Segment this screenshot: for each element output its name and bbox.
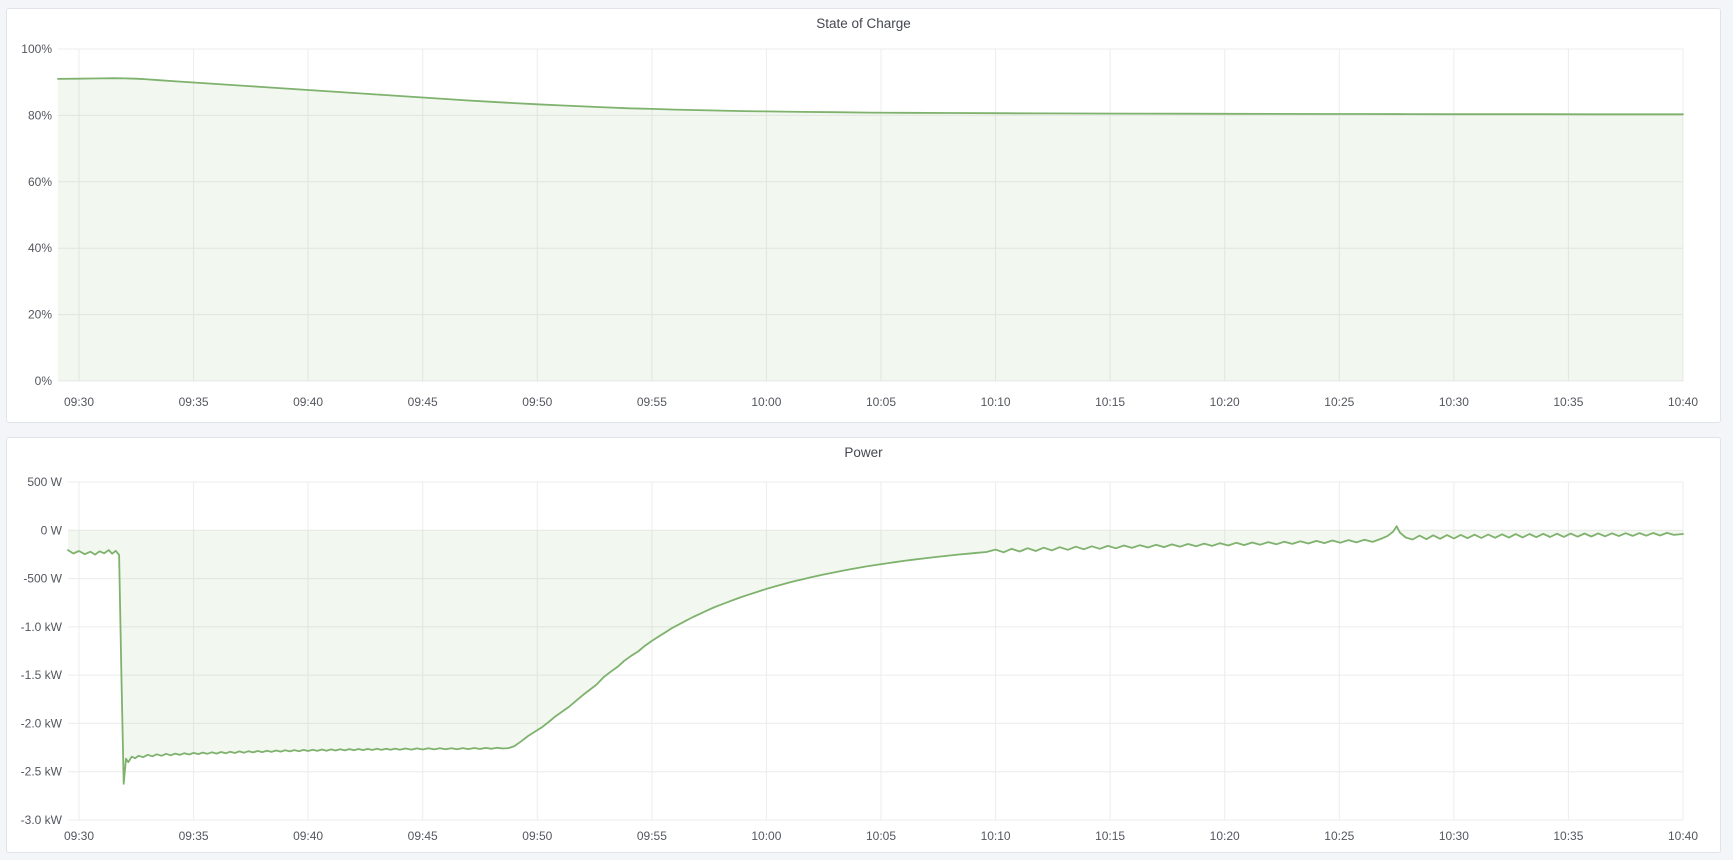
x-tick-label: 09:55 [637, 829, 667, 843]
x-tick-label: 10:40 [1668, 829, 1698, 843]
y-tick-label: 100% [21, 42, 52, 56]
x-tick-label: 10:20 [1210, 829, 1240, 843]
x-tick-label: 10:00 [751, 395, 781, 409]
x-tick-label: 10:10 [981, 829, 1011, 843]
x-tick-label: 10:10 [981, 395, 1011, 409]
panel-title-power[interactable]: Power [844, 444, 883, 460]
x-tick-label: 10:05 [866, 829, 896, 843]
x-tick-label: 09:50 [522, 395, 552, 409]
x-tick-label: 10:05 [866, 395, 896, 409]
y-tick-label: 80% [28, 108, 52, 122]
x-tick-label: 09:35 [179, 829, 209, 843]
x-tick-label: 09:45 [408, 395, 438, 409]
y-tick-label: 60% [28, 175, 52, 189]
power-chart-canvas[interactable]: 500 W 0 W -500 W -1.0 kW -1.5 kW -2.0 kW -2.5 … [7, 466, 1720, 852]
x-tick-label: 09:30 [64, 395, 94, 409]
x-tick-label: 10:20 [1210, 395, 1240, 409]
x-tick-label: 10:15 [1095, 395, 1125, 409]
x-tick-label: 10:30 [1439, 395, 1469, 409]
x-tick-label: 09:30 [64, 829, 94, 843]
y-tick-label: -2.5 kW [21, 765, 63, 779]
y-tick-label: 0 W [41, 523, 63, 537]
x-tick-label: 09:40 [293, 829, 323, 843]
x-tick-label: 09:40 [293, 395, 323, 409]
series-area [68, 526, 1683, 784]
soc-chart-canvas[interactable]: 0% 20% 40% 60% 80% 100% 09:30 09:35 09:40 09:45 09… [7, 37, 1720, 422]
x-tick-label: 09:50 [522, 829, 552, 843]
y-tick-label: -500 W [23, 572, 62, 586]
x-tick-label: 10:15 [1095, 829, 1125, 843]
y-tick-label: -3.0 kW [21, 813, 63, 827]
series-line [67, 525, 1684, 785]
x-tick-label: 10:40 [1668, 395, 1698, 409]
x-tick-label: 10:35 [1553, 395, 1583, 409]
y-tick-label: 40% [28, 241, 52, 255]
panel-power: Power 500 W 0 W -500 W -1.0 kW -1.5 kW -2.0 k… [6, 437, 1721, 853]
x-tick-label: 09:45 [408, 829, 438, 843]
x-tick-label: 10:25 [1324, 829, 1354, 843]
x-tick-label: 09:55 [637, 395, 667, 409]
panel-state-of-charge: State of Charge 0% 20% 40% 60% 80% 100% 09:30 0… [6, 8, 1721, 423]
series-line [57, 77, 1684, 116]
x-tick-label: 10:35 [1553, 829, 1583, 843]
y-tick-label: -1.0 kW [21, 620, 63, 634]
x-tick-label: 10:30 [1439, 829, 1469, 843]
y-tick-label: 20% [28, 308, 52, 322]
y-tick-label: 0% [35, 374, 53, 388]
x-tick-label: 10:00 [751, 829, 781, 843]
x-tick-label: 10:25 [1324, 395, 1354, 409]
series-area [57, 78, 1683, 381]
y-tick-label: -1.5 kW [21, 668, 63, 682]
panel-title-state-of-charge[interactable]: State of Charge [816, 15, 911, 31]
x-tick-label: 09:35 [179, 395, 209, 409]
y-tick-label: 500 W [27, 475, 62, 489]
y-tick-label: -2.0 kW [21, 716, 63, 730]
